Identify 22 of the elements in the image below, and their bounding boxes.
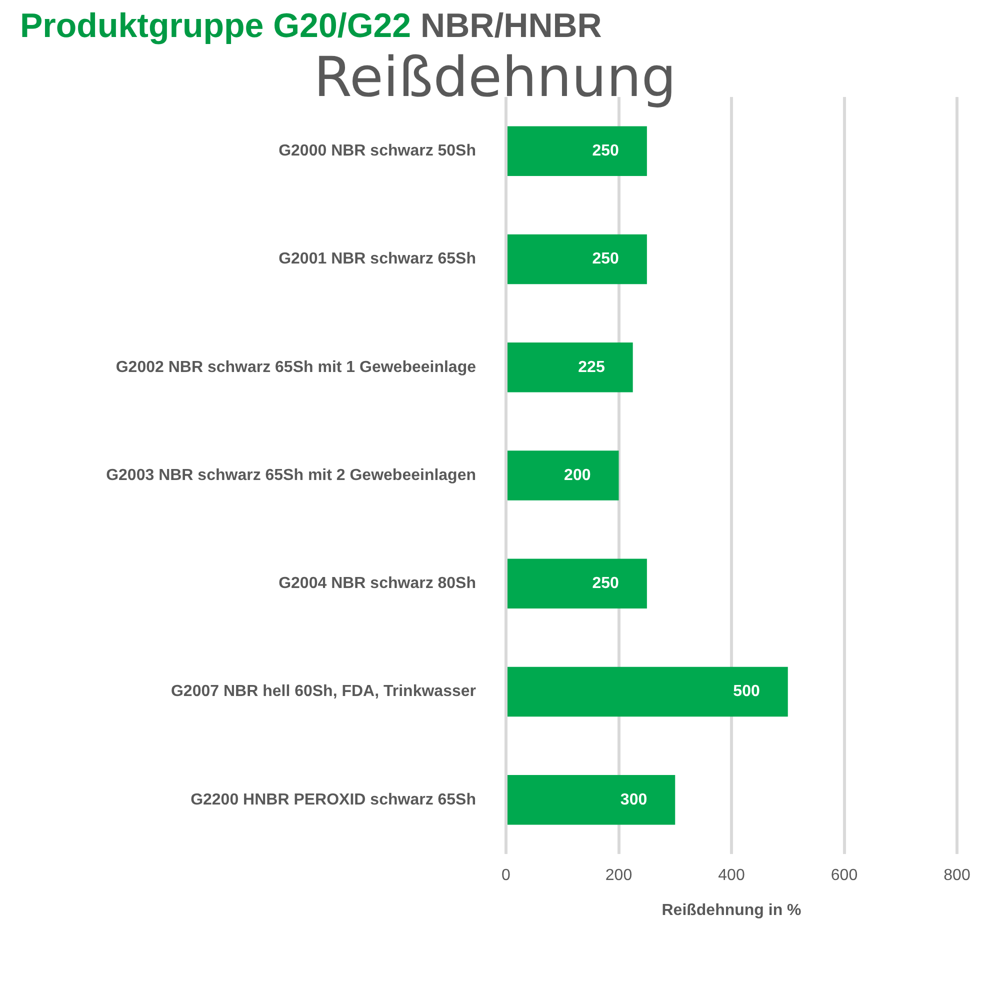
x-tick-label: 600 xyxy=(830,867,858,884)
x-tick-label: 0 xyxy=(502,867,511,884)
y-tick-label: G2007 NBR hell 60Sh, FDA, Trinkwasser xyxy=(170,683,476,700)
y-tick-label: G2004 NBR schwarz 80Sh xyxy=(278,575,476,592)
x-tick-label: 200 xyxy=(605,867,632,884)
data-label: 300 xyxy=(620,791,648,808)
y-tick-label: G2200 HNBR PEROXID schwarz 65Sh xyxy=(190,791,476,808)
y-tick-label: G2003 NBR schwarz 65Sh mit 2 Gewebeeinlagen xyxy=(106,466,476,484)
data-label: 250 xyxy=(592,250,620,268)
chart-title: Produktgruppe G20/G22 NBR/HNBR xyxy=(20,7,602,45)
data-label: 250 xyxy=(592,575,620,592)
y-tick-label: G2002 NBR schwarz 65Sh mit 1 Gewebeeinlage xyxy=(116,358,476,376)
chart-subtitle: Reißdehnung xyxy=(314,45,676,109)
data-label: 225 xyxy=(578,358,605,376)
data-label: 250 xyxy=(592,142,620,160)
x-tick-label: 800 xyxy=(944,867,970,884)
data-label: 500 xyxy=(733,683,760,700)
x-axis-title: Reißdehnung in % xyxy=(662,902,802,919)
y-tick-label: G2000 NBR schwarz 50Sh xyxy=(278,142,476,160)
x-tick-label: 400 xyxy=(718,867,745,884)
data-label: 200 xyxy=(564,466,591,484)
y-tick-label: G2001 NBR schwarz 65Sh xyxy=(278,250,476,268)
